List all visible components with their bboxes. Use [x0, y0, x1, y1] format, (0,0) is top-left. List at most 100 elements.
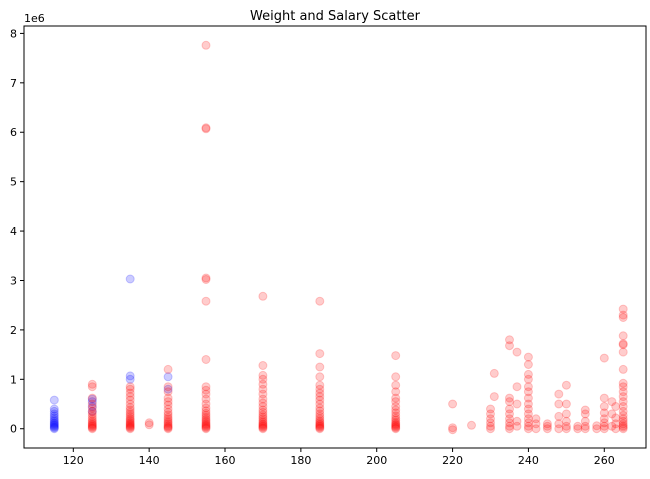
data-point — [611, 424, 621, 434]
data-point — [315, 406, 325, 416]
data-point — [599, 424, 609, 434]
data-point — [125, 421, 135, 431]
data-point — [523, 399, 533, 409]
data-point — [607, 409, 617, 419]
data-point — [618, 364, 628, 374]
data-point — [163, 364, 173, 374]
data-point — [315, 416, 325, 426]
data-point — [315, 414, 325, 424]
data-point — [618, 414, 628, 424]
data-point — [163, 400, 173, 410]
y-tick-label: 2 — [10, 324, 17, 337]
data-point — [49, 423, 59, 433]
data-point — [258, 361, 268, 370]
data-point — [523, 369, 533, 379]
data-point — [87, 419, 97, 429]
data-point — [315, 421, 325, 431]
data-point — [391, 372, 401, 382]
data-point — [87, 424, 97, 434]
data-point — [163, 416, 173, 426]
data-point — [315, 384, 325, 394]
data-point — [49, 413, 59, 423]
data-point — [315, 362, 325, 372]
data-point — [49, 419, 59, 429]
data-point — [542, 421, 552, 431]
data-point — [391, 397, 401, 407]
data-point — [125, 420, 135, 430]
data-point — [258, 414, 268, 424]
data-point — [258, 422, 268, 432]
data-point — [125, 424, 135, 434]
data-point — [125, 415, 135, 425]
data-point — [49, 422, 59, 432]
data-point — [201, 417, 211, 427]
y-tick-label: 8 — [10, 27, 17, 40]
data-point — [125, 403, 135, 412]
data-point — [505, 409, 514, 419]
data-point — [554, 411, 564, 421]
data-point — [49, 411, 59, 421]
data-point — [531, 424, 541, 434]
data-point — [391, 351, 401, 361]
data-point — [618, 331, 628, 341]
data-point — [561, 424, 571, 434]
data-point — [618, 313, 628, 322]
data-point — [618, 387, 628, 397]
data-point — [618, 422, 628, 432]
y-axis-offset-label: 1e6 — [24, 12, 45, 25]
data-point — [523, 382, 533, 392]
data-point — [125, 416, 135, 426]
data-point — [201, 399, 211, 409]
data-point — [201, 355, 211, 364]
data-point — [599, 393, 609, 403]
data-point — [561, 416, 571, 426]
data-point — [512, 382, 522, 392]
data-point — [573, 424, 583, 434]
data-point — [125, 423, 135, 433]
data-point — [448, 425, 458, 435]
data-point — [505, 414, 514, 424]
data-point — [163, 387, 173, 397]
data-point — [573, 421, 583, 431]
data-point — [618, 347, 628, 357]
data-point — [580, 424, 590, 434]
data-point — [258, 384, 268, 394]
data-point — [315, 424, 325, 434]
data-point — [258, 417, 268, 427]
data-point — [201, 408, 211, 418]
data-point — [163, 423, 173, 433]
data-point — [505, 341, 514, 351]
data-point — [391, 380, 401, 390]
data-point — [125, 384, 135, 394]
data-point — [315, 372, 325, 382]
data-point — [201, 394, 211, 404]
data-point — [618, 416, 628, 426]
data-point — [523, 424, 533, 434]
data-point — [618, 397, 628, 407]
x-axis-ticks: 120 140 160 180 200 220 240 260 — [63, 448, 615, 467]
data-point — [505, 335, 514, 345]
data-point — [49, 395, 59, 405]
data-point — [87, 406, 97, 416]
data-point — [125, 274, 135, 284]
data-point — [607, 421, 617, 431]
data-point — [201, 382, 211, 392]
data-point — [618, 304, 628, 314]
data-point — [618, 340, 628, 350]
data-point — [523, 414, 533, 424]
y-tick-label: 3 — [10, 274, 17, 287]
data-point — [258, 420, 268, 430]
data-point — [258, 410, 268, 420]
data-point — [391, 415, 401, 425]
data-point — [87, 403, 97, 413]
x-tick-label: 240 — [518, 454, 539, 467]
data-point — [49, 415, 59, 425]
data-point — [523, 404, 533, 414]
data-point — [201, 123, 211, 133]
data-point — [505, 404, 514, 414]
data-point — [315, 388, 325, 398]
data-point — [163, 384, 173, 394]
data-point — [523, 387, 533, 397]
data-point — [125, 382, 135, 392]
